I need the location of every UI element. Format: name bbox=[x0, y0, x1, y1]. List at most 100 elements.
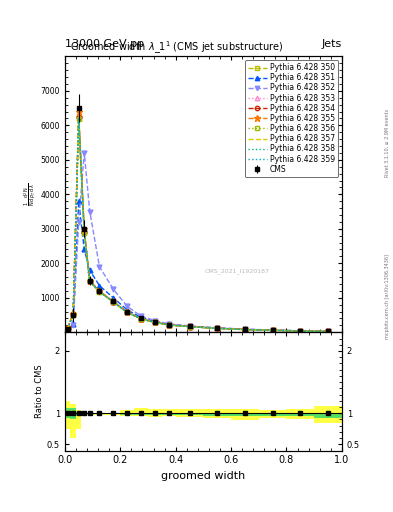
Legend: Pythia 6.428 350, Pythia 6.428 351, Pythia 6.428 352, Pythia 6.428 353, Pythia 6: Pythia 6.428 350, Pythia 6.428 351, Pyth… bbox=[245, 60, 338, 177]
Pythia 6.428 354 bbox=[166, 322, 171, 328]
Pythia 6.428 352 bbox=[97, 264, 102, 270]
Pythia 6.428 357 bbox=[166, 322, 171, 328]
Pythia 6.428 352 bbox=[139, 313, 143, 319]
Pythia 6.428 352 bbox=[82, 150, 86, 156]
Pythia 6.428 357 bbox=[152, 319, 157, 326]
Pythia 6.428 354 bbox=[215, 325, 220, 331]
Pythia 6.428 350 bbox=[187, 324, 192, 330]
Line: Pythia 6.428 353: Pythia 6.428 353 bbox=[65, 113, 331, 334]
Pythia 6.428 356 bbox=[97, 289, 102, 295]
Pythia 6.428 359 bbox=[152, 319, 157, 325]
Pythia 6.428 359 bbox=[76, 115, 81, 121]
Pythia 6.428 355 bbox=[187, 324, 192, 330]
Pythia 6.428 356 bbox=[71, 311, 75, 317]
Pythia 6.428 353 bbox=[76, 112, 81, 118]
Pythia 6.428 353 bbox=[242, 327, 247, 333]
Line: Pythia 6.428 351: Pythia 6.428 351 bbox=[65, 199, 331, 334]
Pythia 6.428 356 bbox=[270, 327, 275, 333]
Pythia 6.428 351 bbox=[125, 307, 130, 313]
Pythia 6.428 356 bbox=[87, 279, 92, 285]
Pythia 6.428 358 bbox=[166, 322, 171, 328]
Pythia 6.428 350 bbox=[87, 278, 92, 284]
Pythia 6.428 354 bbox=[65, 325, 70, 331]
Pythia 6.428 358 bbox=[152, 319, 157, 326]
Pythia 6.428 355 bbox=[215, 325, 220, 331]
Pythia 6.428 355 bbox=[298, 328, 303, 334]
Pythia 6.428 355 bbox=[270, 327, 275, 333]
Pythia 6.428 359 bbox=[111, 299, 116, 305]
Pythia 6.428 352 bbox=[270, 327, 275, 333]
Pythia 6.428 357 bbox=[326, 329, 331, 335]
Pythia 6.428 351 bbox=[87, 267, 92, 273]
Pythia 6.428 356 bbox=[215, 325, 220, 331]
Pythia 6.428 356 bbox=[242, 327, 247, 333]
Pythia 6.428 350 bbox=[215, 325, 220, 331]
Line: Pythia 6.428 354: Pythia 6.428 354 bbox=[65, 114, 331, 334]
Pythia 6.428 351 bbox=[166, 322, 171, 328]
Pythia 6.428 353 bbox=[87, 278, 92, 284]
Pythia 6.428 354 bbox=[326, 328, 331, 334]
Pythia 6.428 351 bbox=[76, 198, 81, 204]
Line: Pythia 6.428 358: Pythia 6.428 358 bbox=[68, 120, 328, 332]
Pythia 6.428 359 bbox=[326, 328, 331, 334]
Pythia 6.428 356 bbox=[298, 328, 303, 334]
Line: Pythia 6.428 350: Pythia 6.428 350 bbox=[65, 116, 331, 334]
Pythia 6.428 359 bbox=[71, 311, 75, 317]
Pythia 6.428 352 bbox=[187, 323, 192, 329]
Pythia 6.428 355 bbox=[97, 288, 102, 294]
Pythia 6.428 355 bbox=[111, 298, 116, 305]
Pythia 6.428 354 bbox=[242, 327, 247, 333]
Pythia 6.428 357 bbox=[139, 316, 143, 322]
Pythia 6.428 358 bbox=[215, 325, 220, 331]
Pythia 6.428 355 bbox=[76, 109, 81, 115]
Pythia 6.428 353 bbox=[187, 324, 192, 330]
Pythia 6.428 353 bbox=[152, 319, 157, 325]
Pythia 6.428 356 bbox=[152, 319, 157, 326]
Pythia 6.428 358 bbox=[76, 117, 81, 123]
Pythia 6.428 354 bbox=[76, 114, 81, 120]
Pythia 6.428 359 bbox=[242, 327, 247, 333]
Pythia 6.428 351 bbox=[270, 327, 275, 333]
Pythia 6.428 355 bbox=[166, 322, 171, 328]
Text: Groomed width $\lambda\_1^1$ (CMS jet substructure): Groomed width $\lambda\_1^1$ (CMS jet su… bbox=[70, 40, 284, 56]
Pythia 6.428 359 bbox=[298, 328, 303, 334]
Pythia 6.428 350 bbox=[298, 328, 303, 334]
Pythia 6.428 350 bbox=[139, 316, 143, 322]
Pythia 6.428 351 bbox=[215, 325, 220, 331]
Pythia 6.428 352 bbox=[76, 219, 81, 225]
Pythia 6.428 353 bbox=[215, 325, 220, 331]
Pythia 6.428 354 bbox=[298, 328, 303, 334]
Line: Pythia 6.428 357: Pythia 6.428 357 bbox=[68, 122, 328, 332]
Pythia 6.428 356 bbox=[82, 230, 86, 236]
Pythia 6.428 356 bbox=[111, 299, 116, 305]
Text: CMS_2021_I1920187: CMS_2021_I1920187 bbox=[204, 269, 269, 274]
Pythia 6.428 350 bbox=[76, 115, 81, 121]
Pythia 6.428 352 bbox=[215, 325, 220, 331]
Pythia 6.428 358 bbox=[111, 299, 116, 305]
Pythia 6.428 358 bbox=[82, 230, 86, 237]
Pythia 6.428 358 bbox=[97, 289, 102, 295]
Pythia 6.428 359 bbox=[87, 278, 92, 284]
Pythia 6.428 350 bbox=[71, 311, 75, 317]
Pythia 6.428 359 bbox=[187, 324, 192, 330]
Pythia 6.428 354 bbox=[97, 288, 102, 294]
Pythia 6.428 357 bbox=[298, 328, 303, 334]
Pythia 6.428 357 bbox=[87, 279, 92, 285]
Pythia 6.428 356 bbox=[187, 324, 192, 330]
Pythia 6.428 352 bbox=[326, 328, 331, 334]
Pythia 6.428 351 bbox=[111, 295, 116, 301]
Pythia 6.428 357 bbox=[215, 326, 220, 332]
Pythia 6.428 350 bbox=[326, 328, 331, 334]
Pythia 6.428 359 bbox=[82, 229, 86, 235]
Pythia 6.428 359 bbox=[215, 325, 220, 331]
Pythia 6.428 353 bbox=[125, 309, 130, 315]
Pythia 6.428 351 bbox=[139, 314, 143, 321]
Pythia 6.428 351 bbox=[242, 326, 247, 332]
Pythia 6.428 351 bbox=[65, 327, 70, 333]
Pythia 6.428 358 bbox=[187, 324, 192, 330]
Text: Jets: Jets bbox=[321, 38, 342, 49]
Pythia 6.428 352 bbox=[125, 303, 130, 309]
Pythia 6.428 350 bbox=[82, 229, 86, 236]
Pythia 6.428 353 bbox=[97, 288, 102, 294]
Pythia 6.428 353 bbox=[166, 322, 171, 328]
